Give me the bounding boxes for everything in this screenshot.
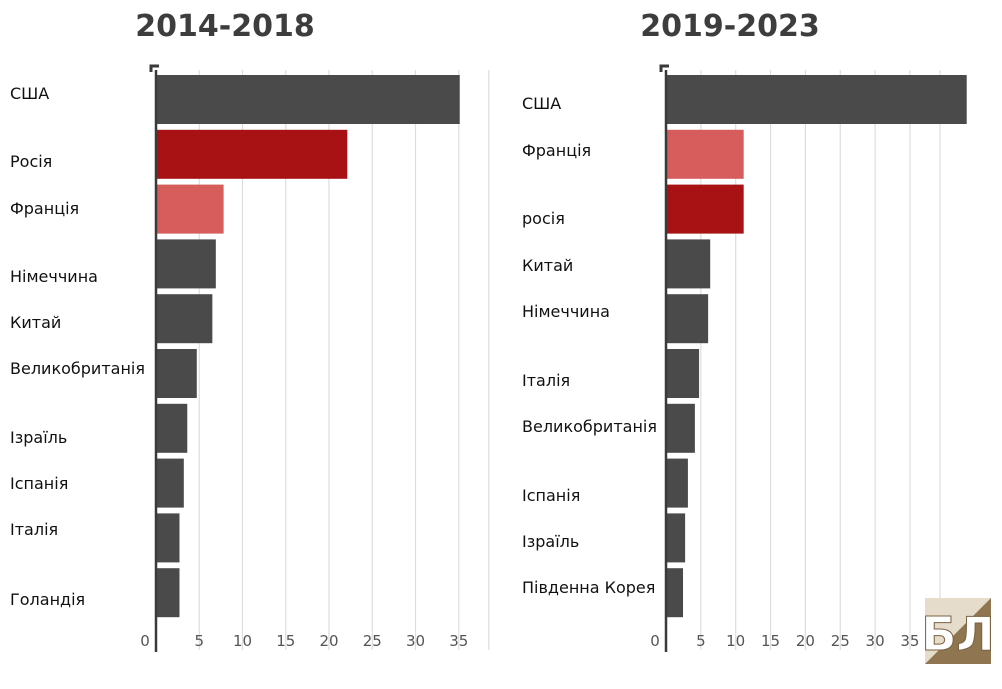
x-tick-label: 0 (650, 632, 660, 650)
x-tick-label: 30 (866, 632, 885, 650)
bar (667, 184, 744, 234)
category-label: США (522, 94, 561, 113)
category-label: Ізраїль (522, 532, 579, 551)
bar (157, 403, 188, 453)
bar (157, 129, 348, 179)
bar (667, 568, 684, 618)
x-tick-label: 35 (449, 632, 468, 650)
bar (157, 239, 216, 289)
bar (667, 349, 700, 398)
category-label: Китай (10, 313, 61, 332)
logo: БЛ (921, 598, 995, 664)
x-tick-label: 30 (406, 632, 425, 650)
bar (157, 568, 180, 618)
bar (157, 294, 213, 344)
logo-text: БЛ (921, 607, 994, 661)
category-label: Південна Корея (522, 578, 655, 597)
x-tick-label: 25 (363, 632, 382, 650)
category-label: Голандія (10, 590, 85, 609)
x-tick-label: 20 (796, 632, 815, 650)
category-label: Іспанія (522, 486, 580, 505)
x-tick-label: 15 (761, 632, 780, 650)
axis-hook (149, 64, 159, 72)
chart-title: 2014-2018 (135, 9, 314, 44)
category-label: Великобританія (522, 417, 657, 436)
category-label: Ізраїль (10, 428, 67, 447)
axis-hook (659, 64, 669, 72)
category-label: США (10, 84, 49, 103)
bar (667, 458, 688, 508)
x-tick-label: 0 (140, 632, 150, 650)
x-tick-label: 35 (900, 632, 919, 650)
bar (667, 129, 744, 179)
category-label: Китай (522, 256, 573, 275)
bar (667, 239, 711, 289)
category-label: Німеччина (10, 267, 98, 286)
bar (157, 513, 180, 563)
category-label: Росія (10, 152, 52, 171)
category-label: Франція (10, 199, 79, 218)
bar (157, 349, 197, 398)
x-tick-label: 10 (726, 632, 745, 650)
bar (157, 184, 224, 234)
x-tick-label: 5 (194, 632, 204, 650)
bar (667, 403, 695, 453)
bar (667, 294, 709, 344)
bar (667, 513, 686, 563)
category-label: Італія (10, 520, 58, 539)
x-tick-label: 5 (696, 632, 706, 650)
bar (667, 75, 967, 124)
bar (157, 75, 460, 124)
chart-title: 2019-2023 (640, 9, 819, 44)
category-label: Німеччина (522, 302, 610, 321)
category-label: Іспанія (10, 474, 68, 493)
chart-panel-2: 2019-2023 США Франція росія Китай Німеччина Іт… (522, 9, 967, 652)
x-tick-label: 10 (233, 632, 252, 650)
x-tick-label: 15 (276, 632, 295, 650)
x-tick-label: 20 (319, 632, 338, 650)
chart-panel-1: 2014-2018 США Росія Франція Німеччина Китай Ве… (10, 9, 490, 652)
category-label: росія (522, 209, 565, 228)
bar (157, 458, 184, 508)
category-label: Великобританія (10, 359, 145, 378)
category-label: Італія (522, 371, 570, 390)
x-tick-label: 25 (831, 632, 850, 650)
category-label: Франція (522, 141, 591, 160)
